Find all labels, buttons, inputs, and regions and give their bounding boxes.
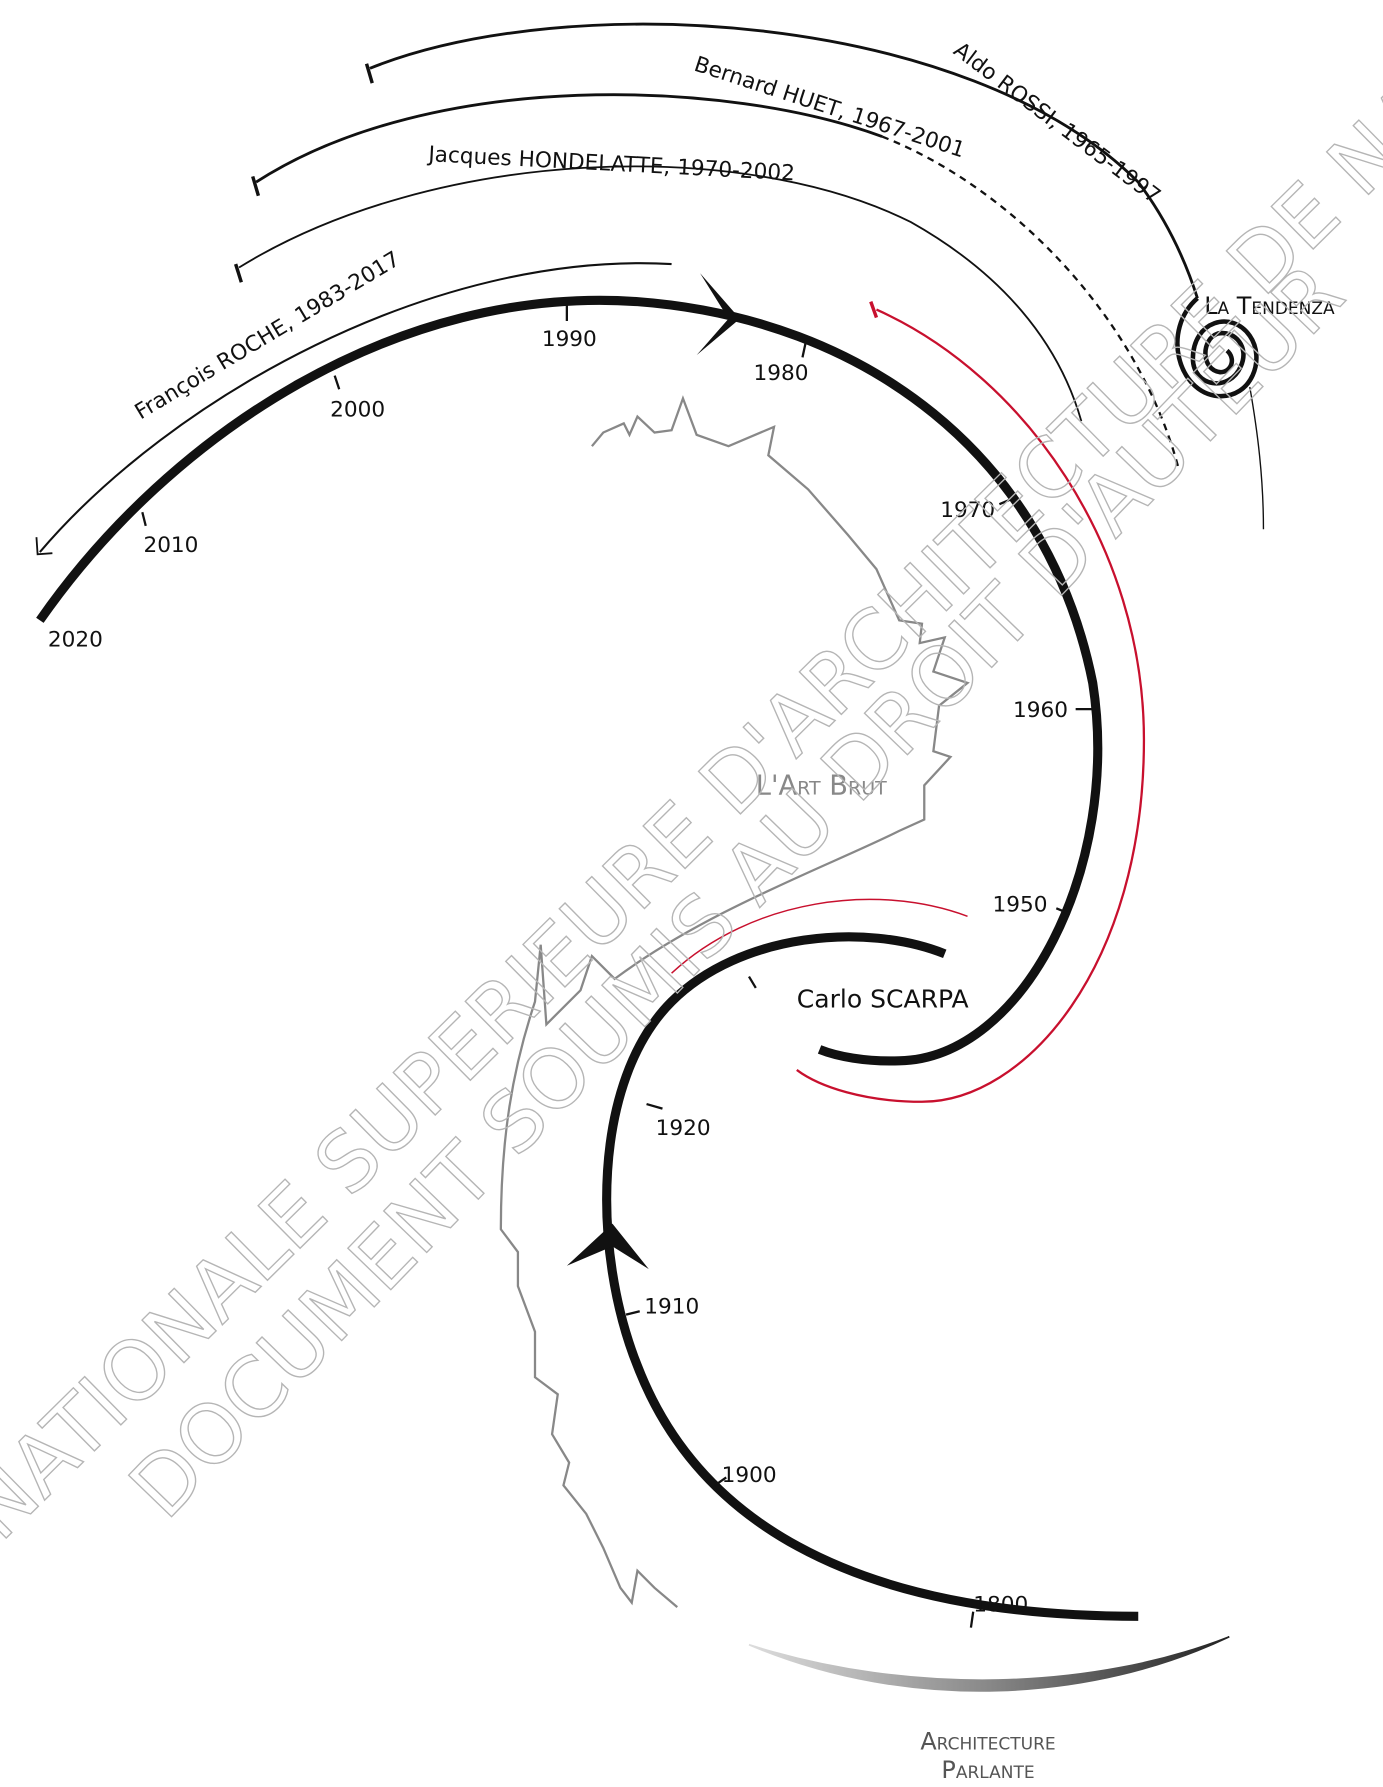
architect-label: Bernard HUET, 1967-2001	[691, 52, 968, 163]
year-label: 1950	[993, 893, 1048, 918]
tick	[251, 175, 261, 197]
arrow	[35, 537, 53, 556]
roche-arc	[39, 262, 672, 553]
year-ticks	[141, 305, 1093, 1628]
tendenza-spiral	[1175, 296, 1259, 399]
year-label: 2020	[48, 628, 103, 653]
architect-label: Aldo ROSSI, 1965-1997	[949, 38, 1165, 210]
year-label: 2010	[143, 533, 198, 558]
tick	[869, 301, 879, 319]
year-label: 1970	[940, 498, 995, 523]
year-label: 1910	[644, 1295, 699, 1320]
parlante-arc	[748, 1635, 1230, 1692]
watermark: DOCUMENT SOUMIS AU DROIT D'AUTEUR	[112, 247, 1362, 1537]
year-label: 2000	[330, 398, 385, 423]
year-label: 1980	[754, 361, 809, 386]
timeline-upper	[36, 295, 1103, 1066]
year-label: 1920	[656, 1116, 711, 1141]
rossi-arc	[369, 22, 1199, 299]
art-brut-line	[499, 395, 970, 1609]
tick	[364, 63, 374, 84]
arrowhead	[696, 273, 740, 356]
scarpa-arc-2	[671, 898, 968, 974]
architect-label: Carlo SCARPA	[797, 984, 969, 1013]
movement-label: L'Art Brut	[756, 770, 887, 801]
movement-label: Architecture	[920, 1727, 1055, 1755]
timeline-lower	[602, 932, 1139, 1621]
movement-label: La Tendenza	[1204, 292, 1335, 320]
tick	[234, 263, 243, 283]
arrowhead	[566, 1223, 649, 1270]
year-label: 1960	[1013, 698, 1068, 723]
scarpa-arc	[796, 308, 1146, 1103]
year-label: 1800	[973, 1593, 1028, 1618]
year-label: 1990	[542, 327, 597, 352]
movement-label: Parlante	[941, 1756, 1034, 1784]
tendenza-line	[1249, 386, 1265, 530]
hondelatte-arc	[238, 165, 1083, 422]
year-label: 1900	[722, 1463, 777, 1488]
huet-arc	[255, 93, 883, 184]
